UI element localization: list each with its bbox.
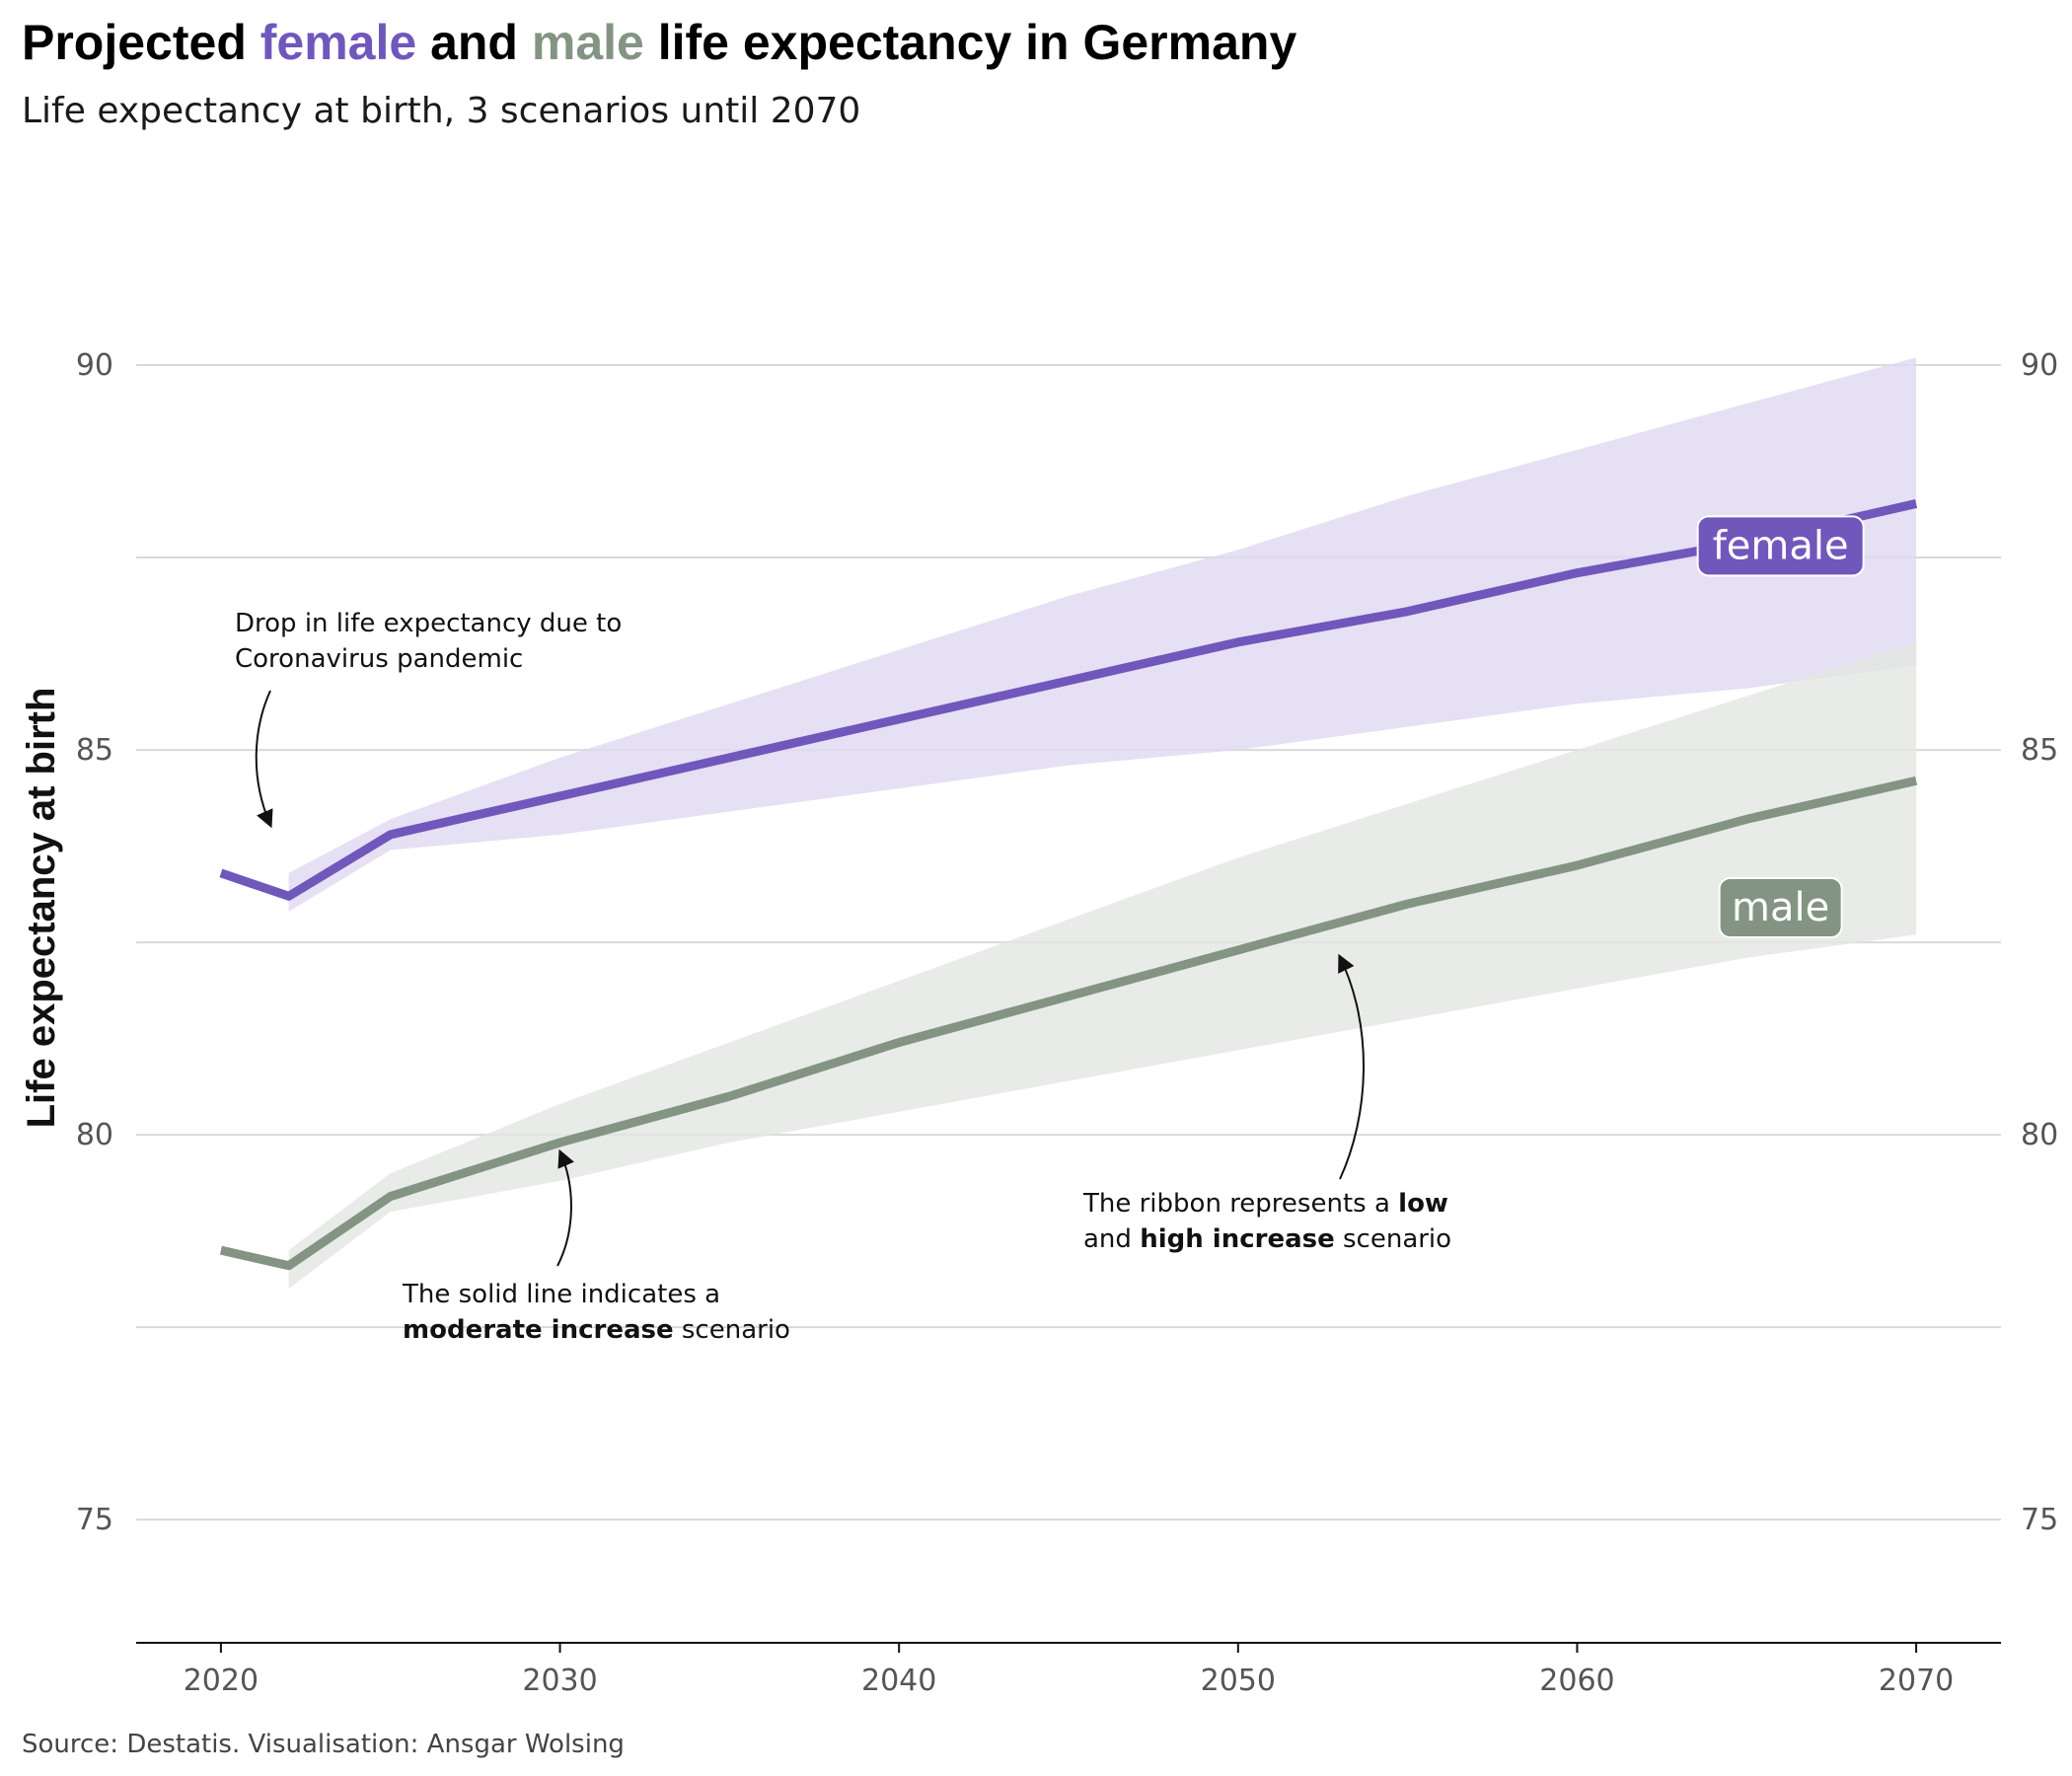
annotations: Drop in life expectancy due to Coronaviru…	[235, 609, 1451, 1345]
title-suffix: life expectancy in Germany	[644, 15, 1297, 70]
annotation-text: scenario	[674, 1315, 790, 1345]
x-tick-label: 2050	[1201, 1664, 1276, 1698]
annotation-arrow	[1338, 953, 1365, 1180]
annotation-text: The solid line indicates a	[402, 1280, 720, 1309]
x-tick-label: 2030	[522, 1664, 597, 1698]
title-prefix: Projected	[22, 15, 260, 70]
ribbon-female	[288, 357, 1917, 912]
series-label-male: male	[1732, 885, 1829, 930]
annotation-solid-line: The solid line indicates a	[402, 1280, 720, 1309]
y-tick-label-left: 85	[76, 733, 113, 768]
y-tick-label-right: 80	[2021, 1118, 2058, 1152]
title-female: female	[260, 15, 416, 70]
annotation-ribbon-line: The ribbon represents a low	[1082, 1189, 1448, 1219]
annotation-text: Drop in life expectancy due to	[235, 609, 622, 638]
annotation-text: Coronavirus pandemic	[235, 644, 523, 674]
annotation-covid-line: Drop in life expectancy due to	[235, 609, 622, 638]
annotation-arrow	[556, 1148, 574, 1267]
source-caption: Source: Destatis. Visualisation: Ansgar …	[22, 1730, 625, 1759]
annotation-text: The ribbon represents a	[1082, 1189, 1398, 1219]
annotation-ribbon-line: and high increase scenario	[1083, 1224, 1451, 1254]
annotation-bold-text: high increase	[1140, 1224, 1335, 1254]
chart-subtitle: Life expectancy at birth, 3 scenarios un…	[22, 91, 860, 131]
x-tick-label: 2070	[1879, 1664, 1954, 1698]
title-middle: and	[416, 15, 532, 70]
y-axis-title: Life expectancy at birth	[20, 688, 63, 1129]
series-label-box-male	[1718, 877, 1843, 938]
series-lines	[219, 499, 1918, 1271]
title-male: male	[532, 15, 644, 70]
y-tick-label-left: 75	[76, 1503, 113, 1537]
x-tick-label: 2040	[861, 1664, 936, 1698]
annotation-arrow	[255, 690, 273, 829]
y-tick-label-left: 80	[76, 1118, 113, 1152]
annotation-text: scenario	[1335, 1224, 1451, 1254]
ribbon-male	[288, 641, 1917, 1290]
y-tick-label-right: 90	[2021, 348, 2058, 383]
line-female	[219, 499, 1918, 901]
annotation-bold-text: moderate increase	[403, 1315, 674, 1345]
ribbons	[288, 357, 1917, 1290]
annotation-covid-line: Coronavirus pandemic	[235, 644, 523, 674]
x-tick-label: 2060	[1539, 1664, 1614, 1698]
annotation-solid-line: moderate increase scenario	[403, 1315, 790, 1345]
y-tick-label-right: 75	[2021, 1503, 2058, 1537]
y-tick-label-left: 90	[76, 348, 113, 383]
chart-title: Projected female and male life expectanc…	[22, 15, 1296, 70]
y-tick-label-right: 85	[2021, 733, 2058, 768]
series-labels: female male	[1696, 515, 1865, 938]
line-male	[219, 776, 1918, 1271]
x-tick-label: 2020	[184, 1664, 259, 1698]
series-label-box-female	[1696, 515, 1865, 577]
annotation-text: and	[1083, 1224, 1140, 1254]
axes: 75 75 80 80 85 85 90 90 2020 2030 2040 2050 2060 2070	[76, 348, 2058, 1698]
series-label-female: female	[1713, 523, 1849, 568]
annotation-bold-text: low	[1398, 1189, 1448, 1219]
